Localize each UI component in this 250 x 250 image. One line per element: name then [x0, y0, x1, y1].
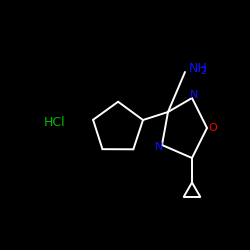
Text: 2: 2	[200, 66, 206, 76]
Text: N: N	[190, 90, 199, 101]
Text: N: N	[155, 142, 163, 152]
Text: NH: NH	[189, 62, 208, 76]
Text: HCl: HCl	[44, 116, 66, 130]
Text: O: O	[208, 123, 217, 133]
